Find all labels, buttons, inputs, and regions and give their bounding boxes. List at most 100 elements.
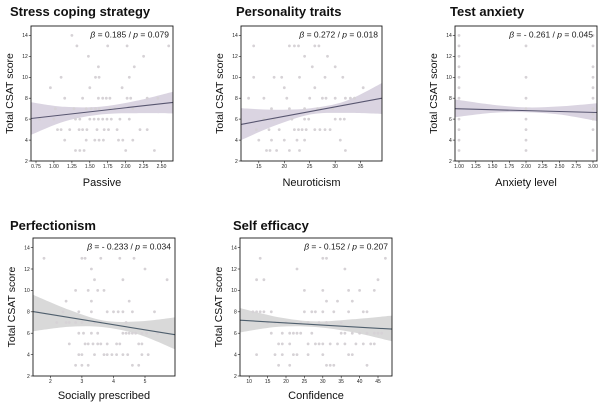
panel-personality-traits: Personality traits 15 20 25 30 35 2 4 6 8 10 12 14 Ne… <box>214 4 383 189</box>
y-tick-label: 4 <box>449 138 452 144</box>
data-point <box>313 128 317 132</box>
data-point <box>306 321 310 324</box>
y-tick-label: 6 <box>25 117 28 123</box>
data-point <box>95 128 99 132</box>
data-point <box>343 267 347 271</box>
plot-frame <box>32 237 176 377</box>
data-point <box>282 138 286 142</box>
data-point <box>88 117 92 121</box>
data-point <box>127 331 131 335</box>
data-point <box>89 107 93 111</box>
data-point <box>524 117 528 121</box>
data-point <box>77 310 81 314</box>
x-tick-label: 30 <box>320 379 326 385</box>
x-axis-label: Confidence <box>288 390 344 402</box>
data-point <box>64 321 68 324</box>
data-point <box>107 128 110 132</box>
data-point <box>524 128 528 132</box>
data-point <box>361 86 365 90</box>
data-point <box>80 353 84 356</box>
p-value: = 0.079 <box>138 30 169 40</box>
data-point <box>121 278 125 282</box>
x-tick-label: 25 <box>307 164 313 170</box>
y-tick-label: 2 <box>27 374 30 380</box>
data-point <box>64 299 68 303</box>
confidence-band <box>33 294 175 350</box>
confidence-band <box>31 91 173 135</box>
data-point <box>457 138 461 142</box>
x-tick-label: 0.75 <box>31 164 41 170</box>
data-point <box>156 96 160 100</box>
data-point <box>124 331 128 335</box>
data-point <box>297 44 300 48</box>
data-point <box>126 353 130 356</box>
data-point <box>132 256 136 260</box>
data-point <box>269 310 273 314</box>
data-point <box>303 138 306 142</box>
beta-symbol: β <box>303 242 309 252</box>
data-point <box>310 310 314 314</box>
data-point <box>339 321 343 324</box>
x-axis-label: Neuroticism <box>282 177 340 189</box>
beta-value: = - 0.152 / <box>309 242 352 252</box>
data-point <box>339 331 343 335</box>
data-point <box>127 299 131 303</box>
data-point <box>96 331 100 335</box>
x-tick-label: 1.75 <box>103 164 113 170</box>
data-point <box>165 278 169 282</box>
x-tick-label: 1.50 <box>488 164 498 170</box>
data-point <box>145 128 149 132</box>
data-point <box>74 321 77 324</box>
data-point <box>591 44 595 48</box>
data-point <box>288 331 292 335</box>
data-point <box>84 107 88 111</box>
data-point <box>121 353 125 356</box>
data-point <box>288 44 291 48</box>
data-point <box>56 128 59 132</box>
y-tick-label: 2 <box>25 159 28 165</box>
x-tick-label: 1.75 <box>504 164 514 170</box>
data-point <box>343 331 347 335</box>
stats-annotation: β = - 0.152 / p = 0.207 <box>303 242 388 252</box>
data-point <box>341 75 345 79</box>
x-tick-label: 2.75 <box>571 164 581 170</box>
p-value: = 0.034 <box>140 242 171 252</box>
x-tick-label: 15 <box>265 379 271 385</box>
data-point <box>380 331 384 335</box>
p-symbol: p <box>556 30 562 40</box>
data-point <box>94 107 97 111</box>
x-tick-label: 2 <box>49 379 52 385</box>
x-tick-label: 30 <box>332 164 338 170</box>
data-point <box>82 149 86 152</box>
data-point <box>105 117 109 121</box>
data-point <box>457 128 461 132</box>
data-point <box>524 75 528 79</box>
data-point <box>96 342 100 346</box>
beta-symbol: β <box>298 30 304 40</box>
data-point <box>295 353 299 356</box>
data-point <box>146 353 150 356</box>
y-tick-label: 14 <box>24 245 30 251</box>
data-point <box>97 107 101 111</box>
x-axis-label: Socially prescribed <box>58 390 150 402</box>
y-tick-label: 12 <box>22 54 28 60</box>
data-point <box>90 267 93 271</box>
data-point <box>85 128 89 132</box>
data-point <box>257 138 261 142</box>
data-point <box>338 138 342 142</box>
data-point <box>591 128 595 132</box>
data-point <box>127 117 131 121</box>
data-point <box>591 96 595 100</box>
x-tick-label: 1.25 <box>67 164 77 170</box>
data-point <box>131 107 135 111</box>
data-point <box>86 363 90 367</box>
data-point <box>354 342 358 346</box>
data-point <box>336 342 339 346</box>
beta-value: = - 0.261 / <box>514 30 557 40</box>
data-point <box>344 149 347 152</box>
data-point <box>102 128 106 132</box>
data-point <box>121 310 125 314</box>
y-tick-label: 8 <box>235 96 238 102</box>
x-tick-label: 1.00 <box>49 164 59 170</box>
data-points <box>251 256 387 367</box>
